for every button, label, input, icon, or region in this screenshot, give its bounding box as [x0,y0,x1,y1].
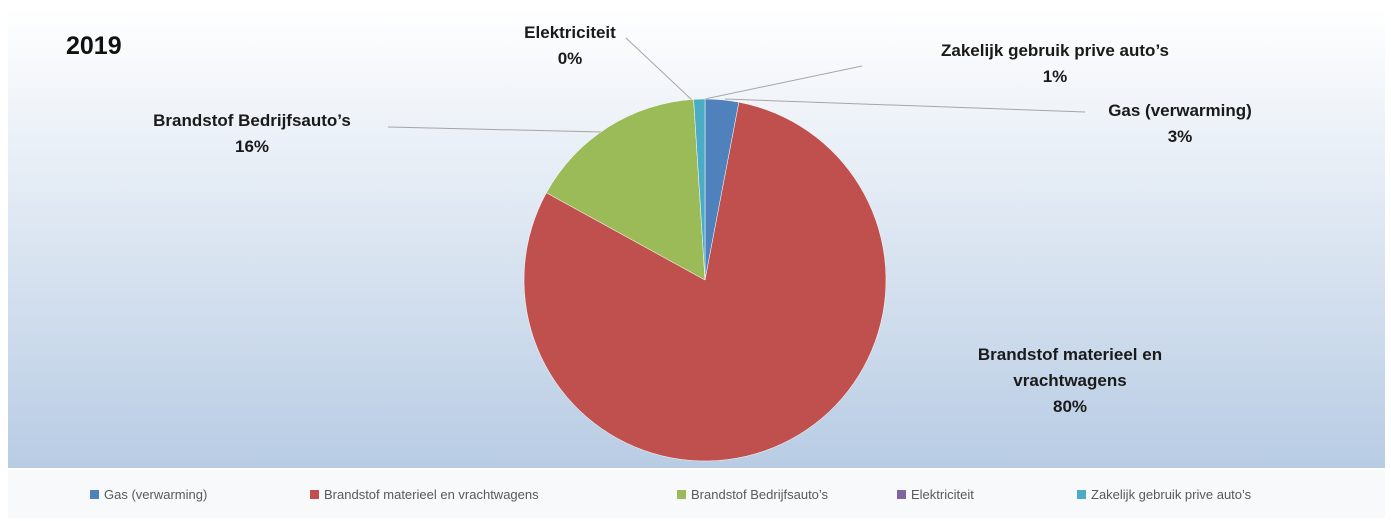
legend-item: Brandstof Bedrijfsauto’s [677,487,828,502]
legend-label: Zakelijk gebruik prive auto’s [1091,487,1252,502]
pie-slice [546,99,706,281]
data-label-value: 3% [1167,127,1193,146]
pie-slice [523,101,887,462]
leader-line [387,126,603,133]
data-label-value: 16% [234,137,270,156]
data-label-value: 80% [1052,397,1088,416]
data-label-value: 1% [1042,67,1068,86]
legend-swatch [677,490,686,499]
legend-item: Elektriciteit [897,487,974,502]
legend-label: Brandstof materieel en vrachtwagens [324,487,539,502]
legend-label: Brandstof Bedrijfsauto’s [691,487,829,502]
data-label-name: Brandstof materieel en vrachtwagens [977,345,1163,390]
data-label-value: 0% [557,49,583,68]
data-label-name: Zakelijk gebruik prive auto’s [940,41,1169,60]
data-label-name: Gas (verwarming) [1108,101,1252,120]
data-label: Elektriciteit 0% [470,20,670,72]
data-label: Zakelijk gebruik prive auto’s 1% [895,38,1215,90]
legend-label: Gas (verwarming) [104,487,208,502]
leader-line [724,98,1086,113]
legend-swatch [897,490,906,499]
data-label: Brandstof materieel en vrachtwagens 80% [935,342,1205,420]
data-label-name: Elektriciteit [524,23,616,42]
legend-item: Zakelijk gebruik prive auto’s [1077,487,1251,502]
legend-swatch [1077,490,1086,499]
data-label: Gas (verwarming) 3% [1050,98,1310,150]
leader-line [625,37,693,101]
chart-title: 2019 [66,32,122,60]
legend-label: Elektriciteit [911,487,974,502]
leader-line [699,65,863,101]
data-label: Brandstof Bedrijfsauto’s 16% [102,108,402,160]
legend-item: Gas (verwarming) [90,487,207,502]
legend-swatch [310,490,319,499]
legend-swatch [90,490,99,499]
pie-slice [693,98,706,281]
data-label-name: Brandstof Bedrijfsauto’s [153,111,351,130]
legend-area [8,470,1385,518]
legend-item: Brandstof materieel en vrachtwagens [310,487,539,502]
